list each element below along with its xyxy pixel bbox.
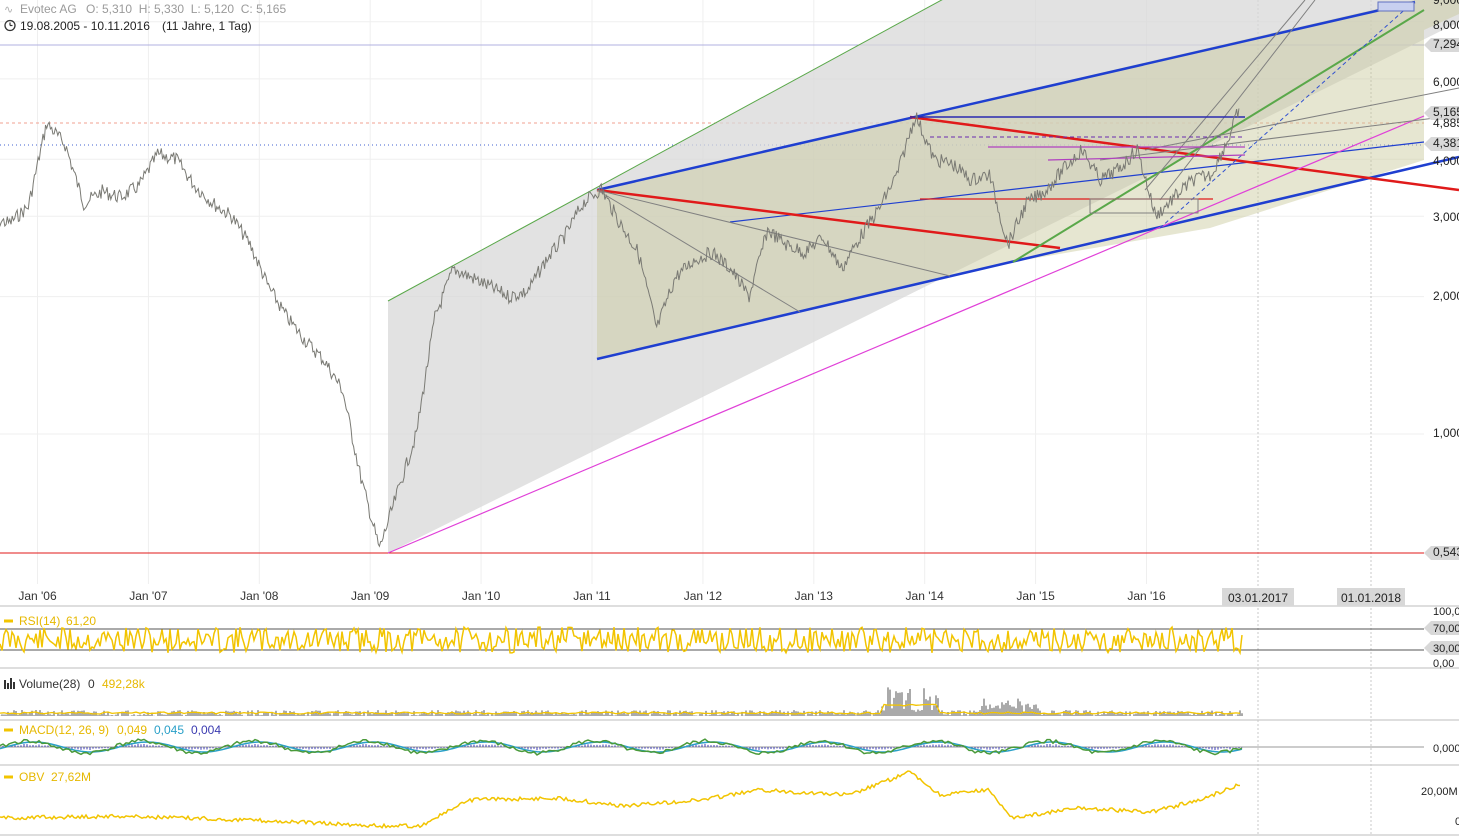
price-panel	[0, 108, 1240, 548]
rsi-tick-label: 0,00	[1433, 658, 1454, 670]
regression-channel-fill	[388, 0, 1459, 553]
fan-line-4	[1159, 0, 1316, 201]
rsi-legend: RSI(14) 61,20	[4, 614, 96, 628]
fan-line-5	[1144, 87, 1459, 151]
rsi-tick-label: 100,00	[1433, 606, 1459, 618]
y-tick-label: 4,381	[1433, 136, 1459, 150]
rsi-level-marker	[1424, 641, 1459, 655]
y-tick-label: 1,000	[1433, 426, 1459, 440]
volume-icon	[4, 678, 15, 689]
y-tick-label: 3,000	[1433, 210, 1459, 224]
obv-legend: OBV 27,62M	[4, 770, 91, 784]
x-tick-label: Jan '15	[1016, 589, 1055, 603]
volume-value: 492,28k	[102, 677, 146, 691]
macd-signal-value: 0,045	[154, 723, 184, 737]
date-range: 19.08.2005 - 10.11.2016	[20, 19, 150, 33]
purple-horizontal-line-2	[1047, 154, 1246, 161]
red-trendline-1	[596, 188, 1061, 250]
rsi-tick-label: 30,00	[1433, 643, 1459, 655]
macd-line	[0, 738, 1243, 756]
volume-zero-value: 0	[88, 677, 95, 691]
y-tick-label: 7,294	[1433, 37, 1459, 51]
x-tick-label: Jan '06	[18, 589, 57, 603]
rsi-line	[0, 625, 1243, 656]
chart-header-icon: ∿	[4, 4, 13, 16]
x-tick-label: Jan '12	[684, 589, 723, 603]
blue-lower-trendline	[596, 155, 1459, 361]
rsi-level-marker	[1424, 621, 1459, 635]
volume-average-line	[0, 703, 1241, 715]
x-tick-label: Jan '14	[906, 589, 945, 603]
y-tick-label: 2,000	[1433, 289, 1459, 303]
obv-tick-label: 0	[1455, 816, 1459, 828]
y-value-marker	[1424, 546, 1459, 560]
rsi-value: 61,20	[66, 614, 96, 628]
range-box	[1089, 198, 1199, 214]
date-span: (11 Jahre, 1 Tag)	[162, 19, 252, 33]
clock-icon	[4, 19, 16, 32]
blue-upper-trendline	[596, 0, 1416, 192]
x-tick-label: Jan '16	[1127, 589, 1166, 603]
rsi-title: RSI(14)	[19, 614, 60, 628]
y-tick-label: 4,885	[1433, 116, 1459, 130]
y-tick-label: 0,543	[1433, 545, 1459, 559]
obv-line	[0, 770, 1241, 829]
volume-legend: Volume(28) 0 492,28k	[4, 677, 146, 691]
fan-line-6	[1099, 114, 1459, 161]
y-value-marker	[1424, 38, 1459, 52]
ohlc-values: O: 5,310 H: 5,330 L: 5,120 C: 5,165	[86, 2, 286, 16]
macd-tick-label: 0,000	[1433, 743, 1459, 755]
obv-title: OBV	[19, 770, 44, 784]
red-trendline-2	[909, 115, 1459, 192]
y-tick-label: 5,165	[1433, 105, 1459, 119]
y-tick-label: 9,000	[1433, 0, 1459, 7]
fan-line-1	[596, 189, 951, 277]
x-tick-label: Jan '09	[351, 589, 390, 603]
instrument-name: Evotec AG	[20, 2, 77, 16]
macd-legend: MACD(12, 26, 9) 0,049 0,045 0,004	[4, 723, 221, 737]
fan-line-3	[1144, 0, 1306, 191]
date-marker-label: 03.01.2017	[1228, 591, 1288, 605]
x-tick-label: Jan '13	[795, 589, 834, 603]
trendline-drawings	[387, 0, 1459, 554]
y-tick-label: 8,000	[1433, 18, 1459, 32]
panel-frame	[0, 605, 1459, 836]
channel-upper-line	[387, 0, 943, 302]
date-marker-bg	[1337, 588, 1405, 606]
date-marker-bg	[1222, 588, 1294, 606]
x-tick-label: Jan '08	[240, 589, 279, 603]
x-tick-label: Jan '10	[462, 589, 501, 603]
chart-header: ∿ Evotec AG O: 5,310 H: 5,330 L: 5,120 C…	[4, 2, 286, 33]
y-tick-label: 4,000	[1433, 154, 1459, 168]
fan-line-2	[596, 189, 801, 313]
date-marker-label: 01.01.2018	[1341, 591, 1401, 605]
indicator-panels: 100,00 70,00 30,00 0,00 0,000 20,00M 0	[0, 606, 1459, 829]
axis-labels: Jan '06 Jan '07 Jan '08 Jan '09 Jan '10 Jan '…	[18, 0, 1459, 606]
green-trendline	[1012, 9, 1425, 263]
obv-value: 27,62M	[51, 770, 91, 784]
x-tick-label: Jan '11	[573, 589, 611, 603]
macd-value: 0,049	[117, 723, 147, 737]
y-value-marker	[1424, 106, 1459, 120]
price-line	[0, 108, 1240, 548]
target-box	[1377, 1, 1415, 12]
y-value-marker	[1424, 137, 1459, 151]
macd-histogram-value: 0,004	[191, 723, 221, 737]
macd-title: MACD(12, 26, 9)	[19, 723, 109, 737]
x-tick-label: Jan '07	[129, 589, 168, 603]
magenta-trendline	[387, 115, 1425, 554]
obv-tick-label: 20,00M	[1421, 786, 1458, 798]
blue-thin-trendline	[729, 141, 1425, 223]
pitchfork-fill	[597, 0, 1459, 359]
rsi-tick-label: 70,00	[1433, 623, 1459, 635]
y-tick-label: 6,000	[1433, 75, 1459, 89]
volume-title: Volume(28)	[19, 677, 80, 691]
